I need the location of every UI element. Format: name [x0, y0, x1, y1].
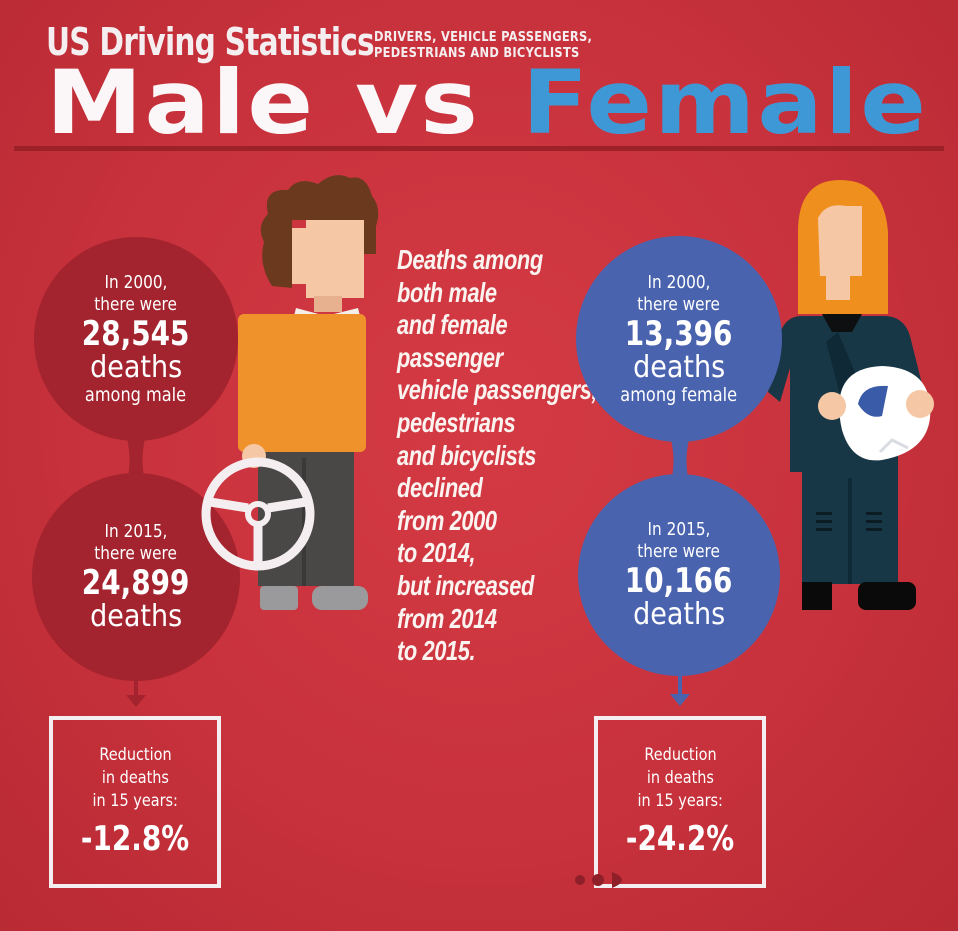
statement-line: Deaths among: [397, 244, 543, 275]
helmet-icon: [839, 366, 931, 461]
header-divider: [14, 146, 944, 151]
statement-line: from 2014: [397, 602, 497, 634]
male-2000-among: among male: [85, 384, 187, 406]
statement-line: but increased: [397, 569, 534, 601]
male-2015-line1: In 2015,: [104, 521, 168, 542]
female-2000-line2: there were: [637, 294, 721, 315]
male-reduction-value: -12.8%: [80, 818, 190, 859]
female-2000-deaths: deaths: [632, 350, 726, 385]
middle-statement: Deaths among both male and female passen…: [397, 244, 598, 668]
male-reduction-box: Reduction in deaths in 15 years: -12.8%: [49, 716, 221, 888]
male-2015-deaths: deaths: [89, 599, 183, 634]
female-2000-among: among female: [620, 384, 738, 406]
decorative-dots-icon: [575, 872, 622, 888]
woman-rider-illustration: [768, 180, 934, 610]
female-2015-deaths: deaths: [632, 597, 726, 632]
male-2015-line2: there were: [94, 543, 178, 564]
male-2000-deaths: deaths: [89, 350, 183, 385]
female-reduction-label: in 15 years:: [637, 790, 723, 811]
page-subtitle: DRIVERS, VEHICLE PASSENGERS, PEDESTRIANS…: [374, 30, 593, 62]
female-reduction-label: Reduction: [643, 744, 717, 765]
headline-male: Male: [46, 51, 316, 154]
male-2000-number: 28,545: [82, 314, 190, 354]
statement-line: pedestrians: [397, 406, 516, 438]
statement-line: from 2000: [397, 504, 497, 536]
male-2000-line2: there were: [94, 294, 178, 315]
subtitle-line: PEDESTRIANS AND BICYCLISTS: [374, 46, 580, 61]
subtitle-line: DRIVERS, VEHICLE PASSENGERS,: [374, 30, 593, 45]
female-reduction-box: Reduction in deaths in 15 years: -24.2%: [594, 716, 766, 888]
statement-line: both male: [397, 276, 497, 308]
statement-line: vehicle passengers,: [397, 374, 598, 406]
statement-line: and bicyclists: [397, 439, 536, 471]
female-2000-line1: In 2000,: [647, 272, 711, 293]
female-2015-line1: In 2015,: [647, 519, 711, 540]
male-2015-number: 24,899: [82, 563, 190, 603]
page-title: US Driving Statistics: [46, 20, 375, 64]
headline-female: Female: [522, 51, 929, 154]
male-2000-line1: In 2000,: [104, 272, 168, 293]
statement-line: declined: [397, 472, 483, 504]
male-reduction-label: Reduction: [98, 744, 172, 765]
female-2015-number: 10,166: [625, 561, 733, 601]
male-2000-circle: In 2000, there were 28,545 deaths among …: [34, 237, 238, 441]
statement-line: to 2015.: [397, 635, 476, 667]
female-2015-line2: there were: [637, 541, 721, 562]
female-down-arrow-icon: [670, 672, 690, 706]
female-2000-number: 13,396: [625, 314, 733, 354]
statement-line: to 2014,: [397, 537, 476, 569]
statement-line: passenger: [397, 341, 503, 373]
male-reduction-label: in 15 years:: [92, 790, 178, 811]
female-reduction-value: -24.2%: [625, 818, 735, 859]
female-2000-circle: In 2000, there were 13,396 deaths among …: [576, 236, 782, 442]
male-reduction-label: in deaths: [101, 767, 169, 788]
female-reduction-label: in deaths: [646, 767, 714, 788]
statement-line: and female: [397, 309, 508, 341]
headline-vs: vs: [355, 51, 481, 154]
man-driver-illustration: [201, 175, 379, 610]
steering-wheel-icon: [201, 457, 315, 571]
male-down-arrow-icon: [126, 675, 146, 707]
female-2015-circle: In 2015, there were 10,166 deaths: [578, 474, 780, 676]
